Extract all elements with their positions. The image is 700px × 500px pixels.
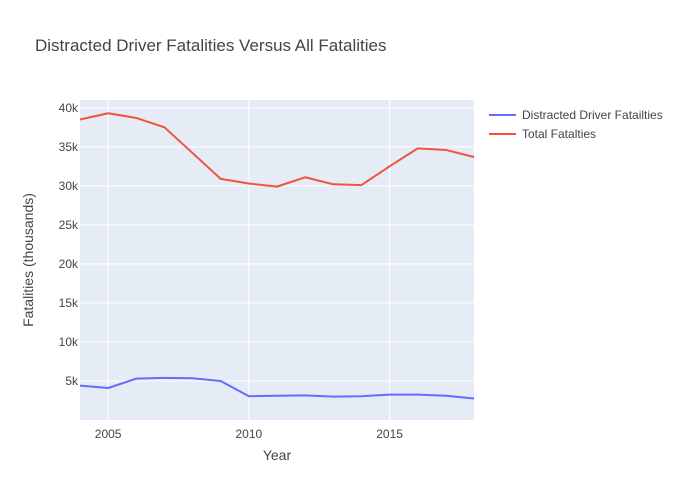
series-line-2[interactable] [79, 112, 475, 188]
legend-label: Total Fatalties [522, 127, 596, 141]
series-line-1[interactable] [79, 376, 475, 400]
y-tick-label: 30k [59, 179, 79, 193]
x-axis-ticks: 2005 2010 2015 [95, 427, 403, 441]
y-tick-label: 35k [59, 140, 79, 154]
series-lines [79, 112, 475, 400]
y-axis-ticks: 5k 10k 15k 20k 25k 30k 35k 40k [59, 101, 79, 388]
legend-item-2[interactable]: Total Fatalties [489, 127, 596, 141]
x-axis-title: Year [263, 447, 292, 463]
y-tick-label: 20k [59, 257, 79, 271]
legend-label: Distracted Driver Fatailties [522, 108, 663, 122]
x-tick-label: 2010 [236, 427, 263, 441]
y-tick-label: 10k [59, 335, 79, 349]
x-tick-label: 2015 [376, 427, 403, 441]
y-tick-label: 40k [59, 101, 79, 115]
chart-title: Distracted Driver Fatalities Versus All … [35, 36, 386, 55]
y-tick-label: 15k [59, 296, 79, 310]
legend-item-1[interactable]: Distracted Driver Fatailties [489, 108, 663, 122]
x-tick-label: 2005 [95, 427, 122, 441]
legend[interactable]: Distracted Driver Fatailties Total Fatalt… [489, 108, 663, 141]
y-axis-title: Fatalities (thousands) [20, 193, 36, 327]
y-tick-label: 5k [65, 374, 79, 388]
y-tick-label: 25k [59, 218, 79, 232]
plot-area [80, 100, 474, 420]
